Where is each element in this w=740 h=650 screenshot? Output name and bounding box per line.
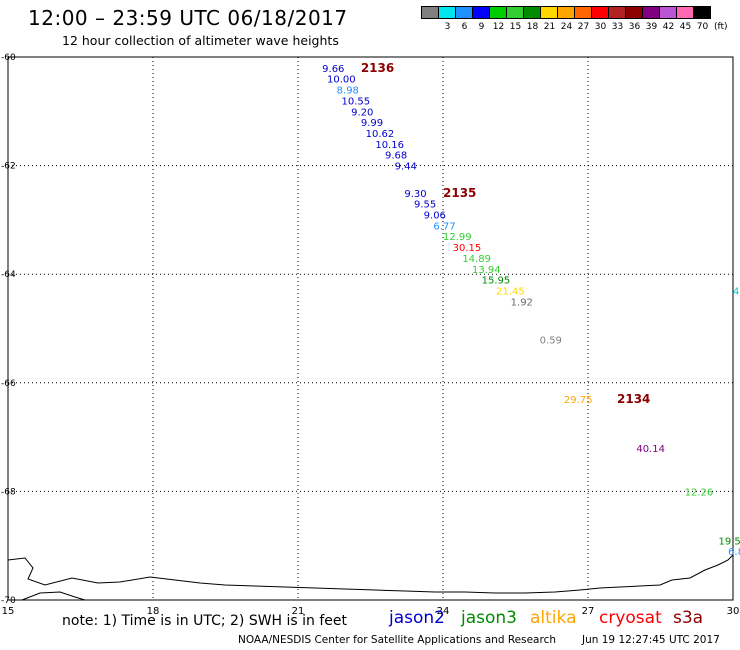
wave-height-label: 1.92 <box>511 297 533 308</box>
wave-height-label: 19.54 <box>719 536 740 547</box>
wave-height-label: 12.26 <box>685 487 714 498</box>
color-scale-tick: 27 <box>577 22 590 32</box>
pass-time-label: 2135 <box>443 186 476 200</box>
y-tick-label: -64 <box>1 270 16 280</box>
wave-height-label: 29.75 <box>564 395 593 406</box>
color-scale-tick: 18 <box>526 22 539 32</box>
color-scale-tick: 24 <box>560 22 573 32</box>
x-tick-label: 18 <box>147 606 160 617</box>
color-scale-tick: 42 <box>662 22 675 32</box>
legend-cryosat: cryosat <box>599 608 662 628</box>
y-tick-label: -62 <box>1 162 16 172</box>
wave-height-label: 9.99 <box>361 118 383 129</box>
color-scale-bar <box>421 6 711 19</box>
x-tick-label: 30 <box>727 606 740 617</box>
wave-height-label: 9.30 <box>404 189 426 200</box>
y-tick-label: -68 <box>1 487 16 497</box>
color-scale-unit: (ft) <box>714 22 728 32</box>
wave-height-label: 6.8 <box>728 547 740 558</box>
wave-height-label: 8.98 <box>337 86 359 97</box>
color-scale-tick: 12 <box>492 22 505 32</box>
wave-height-label: 12.99 <box>443 232 472 243</box>
timestamp-text: Jun 19 12:27:45 UTC 2017 <box>582 634 720 646</box>
credit-text: NOAA/NESDIS Center for Satellite Applica… <box>238 634 556 646</box>
wave-height-label: 15.95 <box>482 276 511 287</box>
color-scale-labels: 3 6 9 12 15 18 21 24 27 30 33 36 39 42 45 70 (ft) <box>422 22 736 32</box>
wave-height-label: 10.00 <box>327 75 356 86</box>
color-scale-tick: 21 <box>543 22 556 32</box>
coastline-islet <box>21 591 86 601</box>
pass-time-label: 2134 <box>617 392 650 406</box>
color-scale-tick: 39 <box>645 22 658 32</box>
y-tick-label: -70 <box>1 596 16 606</box>
color-scale-tick: 45 <box>679 22 692 32</box>
wave-height-label: 14.89 <box>462 254 491 265</box>
coastline <box>7 554 734 594</box>
pass-time-label: 2136 <box>361 61 394 75</box>
wave-height-label: 9.20 <box>351 107 373 118</box>
wave-height-label: 10.55 <box>342 96 371 107</box>
y-tick-label: -60 <box>1 53 16 63</box>
wave-height-label: 0.59 <box>540 335 562 346</box>
color-scale-tick: 6 <box>461 22 468 32</box>
wave-height-label: 4. <box>733 286 740 297</box>
wave-height-label: 40.14 <box>636 444 665 455</box>
map-title: 12:00 – 23:59 UTC 06/18/2017 <box>28 6 348 30</box>
wave-height-label: 10.62 <box>366 129 395 140</box>
color-scale-tick: 30 <box>594 22 607 32</box>
color-scale-tick: 33 <box>611 22 624 32</box>
color-swatch <box>693 6 711 19</box>
wave-height-label: 21.45 <box>496 286 525 297</box>
footer-note: note: 1) Time is in UTC; 2) SWH is in fe… <box>62 613 348 629</box>
color-scale-tick: 15 <box>509 22 522 32</box>
wave-height-label: 13.94 <box>472 265 501 276</box>
legend-altika: altika <box>530 608 577 628</box>
wave-height-label: 9.55 <box>414 200 436 211</box>
wave-height-label: 10.16 <box>375 140 404 151</box>
x-tick-label: 21 <box>292 606 305 617</box>
color-scale-tick: 3 <box>444 22 451 32</box>
color-scale-tick: 9 <box>478 22 485 32</box>
map-frame <box>7 56 734 601</box>
map-subtitle: 12 hour collection of altimeter wave hei… <box>62 33 339 48</box>
color-scale-tick: 36 <box>628 22 641 32</box>
legend-jason3: jason3 <box>461 608 517 628</box>
wave-height-label: 9.06 <box>424 210 446 221</box>
x-tick-label: 15 <box>2 606 15 617</box>
legend-jason2: jason2 <box>389 608 445 628</box>
x-tick-label: 24 <box>437 606 450 617</box>
wave-height-label: 9.66 <box>322 64 344 75</box>
wave-height-label: 6.77 <box>433 221 455 232</box>
wave-height-label: 30.15 <box>453 243 482 254</box>
y-tick-label: -66 <box>1 379 16 389</box>
legend-s3a: s3a <box>673 608 704 628</box>
color-scale-tick: 70 <box>696 22 709 32</box>
wave-height-label: 9.68 <box>385 151 407 162</box>
wave-height-label: 9.44 <box>395 162 417 173</box>
x-tick-label: 27 <box>582 606 595 617</box>
